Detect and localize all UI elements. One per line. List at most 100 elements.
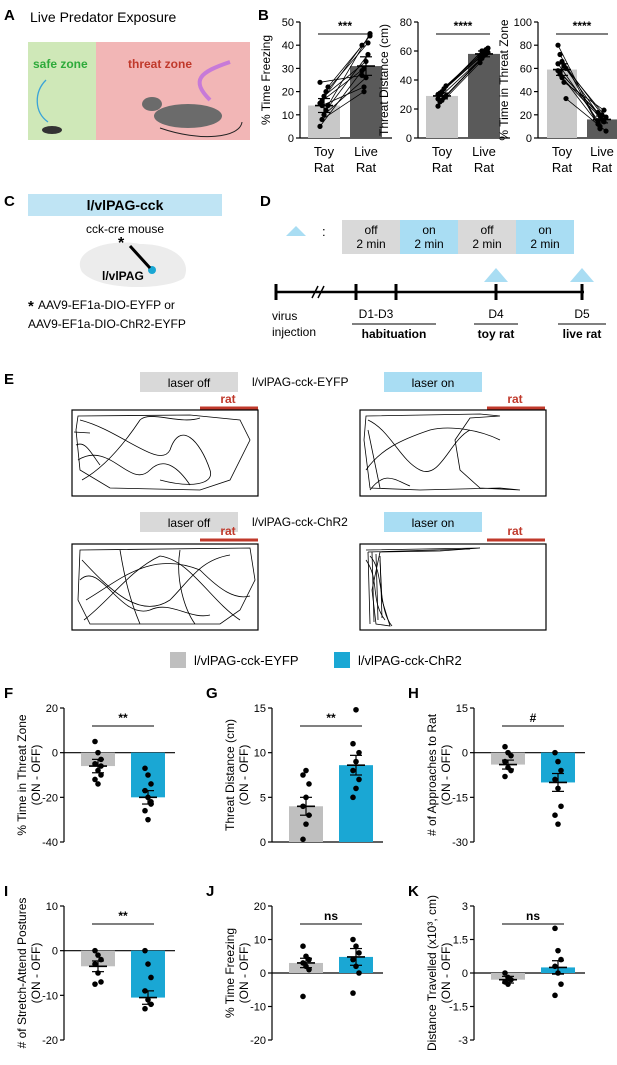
legend-eyfp-label: l/vlPAG-cck-EYFP bbox=[194, 653, 299, 668]
block-3-top: off bbox=[480, 223, 494, 237]
data-point bbox=[321, 93, 327, 99]
chr2-title: l/vlPAG-cck-ChR2 bbox=[252, 515, 348, 529]
y-tick-label: 3 bbox=[462, 901, 468, 913]
data-point bbox=[145, 794, 151, 801]
x-category-label: Live bbox=[354, 144, 378, 159]
x-category-label: Live bbox=[472, 144, 496, 159]
y-tick-label: 10 bbox=[254, 748, 266, 760]
data-point bbox=[367, 33, 373, 39]
data-point bbox=[300, 943, 306, 949]
data-point bbox=[350, 767, 356, 774]
significance-label: ** bbox=[118, 711, 128, 725]
panel-g-letter: G bbox=[206, 685, 218, 702]
virus-line-2: AAV9-EF1a-DIO-ChR2-EYFP bbox=[28, 317, 186, 331]
data-point bbox=[435, 103, 441, 109]
block-2-top: on bbox=[422, 223, 435, 237]
data-point bbox=[555, 947, 561, 954]
panel-h-letter: H bbox=[408, 685, 419, 702]
significance-label: # bbox=[530, 711, 537, 725]
y-axis-label: # of Stretch-Attend Postures bbox=[15, 898, 29, 1049]
data-point bbox=[363, 75, 369, 81]
eyfp-laser-off-label: laser off bbox=[168, 376, 211, 390]
cck-header-box bbox=[28, 194, 222, 216]
data-point bbox=[300, 993, 306, 1000]
x-category-label: Toy bbox=[314, 144, 335, 159]
block-on-1 bbox=[400, 220, 458, 254]
legend-colon: : bbox=[322, 224, 326, 239]
panel-i-letter: I bbox=[4, 883, 8, 900]
pair-line bbox=[323, 77, 367, 116]
y-axis-label: % Time in Threat Zone bbox=[497, 19, 511, 140]
data-point bbox=[361, 65, 367, 71]
chr2-laser-off-box bbox=[140, 512, 238, 532]
data-point bbox=[142, 807, 148, 814]
y-tick-label: -10 bbox=[250, 1002, 266, 1014]
data-point bbox=[148, 799, 154, 805]
data-point bbox=[300, 772, 306, 778]
data-point bbox=[92, 738, 98, 745]
data-point bbox=[350, 936, 356, 943]
data-point bbox=[142, 1005, 148, 1012]
y-tick-label: -40 bbox=[42, 837, 58, 849]
eyfp-laser-on-label: laser on bbox=[412, 376, 455, 390]
data-point bbox=[437, 91, 443, 98]
chart-g: 0 5 10 15 Threat Distance (cm) (ON - OFF) ** bbox=[223, 703, 383, 849]
data-point bbox=[92, 947, 98, 954]
d4-label: D4 bbox=[488, 307, 504, 321]
data-point bbox=[552, 963, 558, 970]
chart-f: 20 0 -20 -40 % Time in Threat Zone (ON - OFF)… bbox=[15, 703, 175, 849]
d1-d3-label: D1-D3 bbox=[359, 307, 394, 321]
data-point bbox=[353, 706, 359, 713]
y-tick-label: 20 bbox=[400, 104, 412, 116]
data-point bbox=[317, 79, 323, 85]
y-tick-label: 60 bbox=[520, 63, 532, 75]
y-tick-label: 0 bbox=[406, 133, 412, 145]
data-point bbox=[356, 950, 362, 956]
chr2-laser-on-label: laser on bbox=[412, 516, 455, 530]
pair-line bbox=[321, 86, 365, 106]
data-point bbox=[95, 970, 101, 976]
y-tick-label: 40 bbox=[400, 75, 412, 87]
y-axis-label: (ON - OFF) bbox=[439, 943, 453, 1004]
bar-1 bbox=[339, 765, 373, 842]
x-category-label: Rat bbox=[432, 160, 453, 175]
data-point bbox=[353, 963, 359, 970]
y-tick-label: 0 bbox=[462, 968, 468, 980]
data-point bbox=[303, 821, 309, 827]
chart-i: 10 0 -10 -20 # of Stretch-Attend Postures (ON… bbox=[15, 898, 175, 1049]
data-point bbox=[552, 749, 558, 756]
y-tick-label: -15 bbox=[452, 792, 468, 804]
pair-line bbox=[559, 71, 601, 117]
data-point bbox=[92, 776, 98, 783]
data-point bbox=[98, 756, 104, 763]
y-tick-label: 100 bbox=[514, 17, 532, 29]
pair-line bbox=[565, 98, 607, 132]
y-tick-label: 0 bbox=[52, 748, 58, 760]
pair-line bbox=[321, 91, 365, 120]
y-tick-label: 1.5 bbox=[453, 935, 468, 947]
data-point bbox=[350, 740, 356, 747]
panel-d-letter: D bbox=[260, 193, 271, 210]
data-point bbox=[95, 767, 101, 774]
data-point bbox=[142, 988, 148, 994]
y-tick-label: 20 bbox=[46, 703, 58, 715]
data-point bbox=[350, 956, 356, 963]
data-point bbox=[317, 123, 323, 129]
chart-h: 15 0 -15 -30 # of Approaches to Rat (ON - OFF… bbox=[425, 703, 585, 849]
data-point bbox=[508, 767, 514, 774]
data-point bbox=[558, 767, 564, 774]
y-tick-label: -20 bbox=[42, 792, 58, 804]
y-axis-label: Distance Travelled (x10³, cm) bbox=[425, 895, 439, 1051]
y-tick-label: -3 bbox=[458, 1035, 468, 1047]
data-point bbox=[95, 749, 101, 756]
pair-line bbox=[327, 35, 371, 88]
data-point bbox=[98, 763, 104, 769]
chr2-off-arena bbox=[71, 543, 259, 631]
data-point bbox=[350, 794, 356, 801]
data-point bbox=[319, 102, 325, 109]
block-3-bottom: 2 min bbox=[472, 237, 501, 251]
data-point bbox=[603, 114, 609, 120]
significance-label: ** bbox=[326, 711, 336, 725]
x-category-label: Rat bbox=[552, 160, 573, 175]
